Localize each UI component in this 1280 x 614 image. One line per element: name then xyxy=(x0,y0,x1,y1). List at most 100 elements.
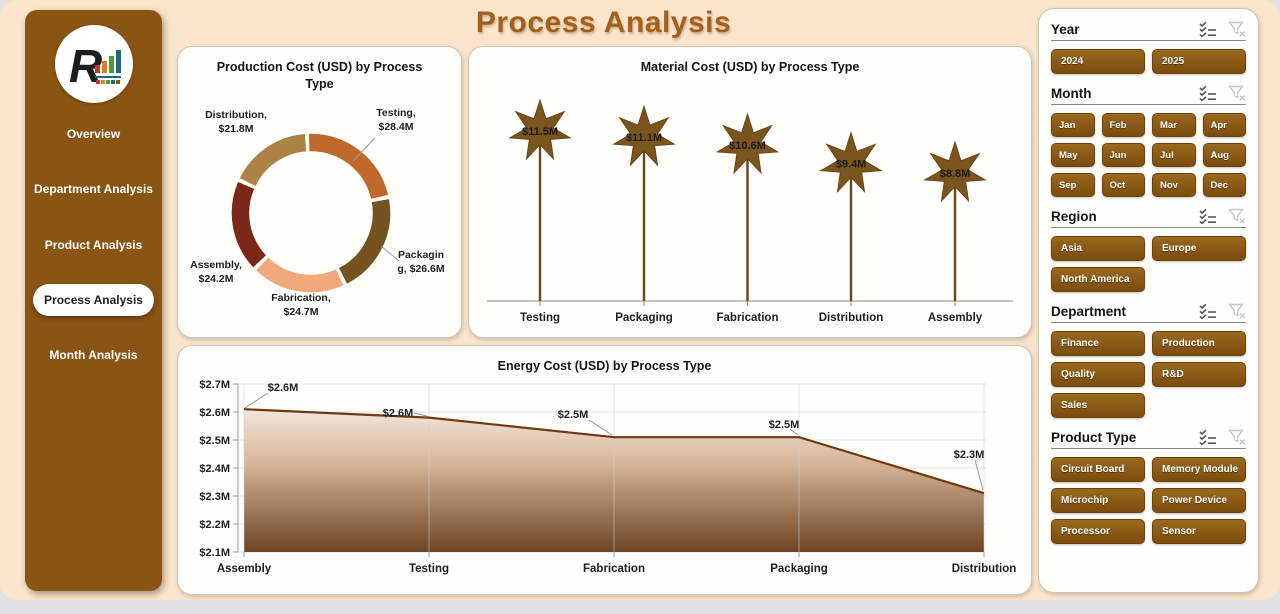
filter-option-asia[interactable]: Asia xyxy=(1051,236,1145,261)
donut-label-line1: Packagin xyxy=(397,249,445,261)
filter-option-apr[interactable]: Apr xyxy=(1202,113,1246,137)
x-axis-label-assembly: Assembly xyxy=(928,312,983,324)
sidebar-item-department-analysis[interactable]: Department Analysis xyxy=(34,182,153,196)
filter-option-sales[interactable]: Sales xyxy=(1051,393,1145,418)
filter-option-mar[interactable]: Mar xyxy=(1152,113,1196,137)
clear-filter-icon[interactable] xyxy=(1228,429,1246,445)
clear-filter-icon[interactable] xyxy=(1228,303,1246,319)
filter-option-jun[interactable]: Jun xyxy=(1101,143,1145,167)
filter-section-month: Month Jan Feb Mar Apr May Jun Jul Aug Sep Oct Nov De… xyxy=(1051,85,1246,197)
donut-segment-packaging[interactable] xyxy=(338,199,391,284)
filter-title-year: Year xyxy=(1051,21,1080,37)
select-all-icon[interactable] xyxy=(1199,21,1217,37)
filter-option-jul[interactable]: Jul xyxy=(1152,143,1196,167)
clear-filter-icon[interactable] xyxy=(1228,85,1246,101)
filter-option-sep[interactable]: Sep xyxy=(1051,173,1095,197)
filter-option-processor[interactable]: Processor xyxy=(1051,519,1145,544)
logo-bars-icon xyxy=(94,50,121,73)
filter-option-r-d[interactable]: R&D xyxy=(1152,362,1246,387)
filter-option-nov[interactable]: Nov xyxy=(1152,173,1196,197)
star-marker-packaging[interactable] xyxy=(612,104,676,167)
select-all-icon[interactable] xyxy=(1199,303,1217,319)
filter-option-feb[interactable]: Feb xyxy=(1101,113,1145,137)
data-label-distribution: $2.3M xyxy=(954,449,985,461)
donut-label-packaging: Packagin g, $26.6M xyxy=(397,249,444,276)
filter-option-jan[interactable]: Jan xyxy=(1051,113,1095,137)
data-label-packaging: $2.5M xyxy=(769,419,800,431)
filter-panel: Year 2024 2025 Month Jan Feb Mar Apr May Jun Jul Au… xyxy=(1038,8,1259,593)
select-all-icon[interactable] xyxy=(1199,208,1217,224)
star-marker-distribution[interactable] xyxy=(819,131,883,194)
filter-title-month: Month xyxy=(1051,85,1092,101)
donut-label-distribution: Distribution, $21.8M xyxy=(205,109,267,136)
x-axis-label-distribution: Distribution xyxy=(952,563,1017,575)
star-marker-assembly[interactable] xyxy=(923,140,987,203)
filter-option-2024[interactable]: 2024 xyxy=(1051,49,1145,74)
y-axis-tick-label: $2.2M xyxy=(199,519,230,531)
star-marker-fabrication[interactable] xyxy=(715,112,780,175)
filter-option-aug[interactable]: Aug xyxy=(1202,143,1246,167)
sidebar-item-month-analysis[interactable]: Month Analysis xyxy=(49,348,138,362)
donut-label-line2: $28.4M xyxy=(378,120,414,133)
filter-option-microchip[interactable]: Microchip xyxy=(1051,488,1145,513)
donut-segment-fabrication[interactable] xyxy=(256,257,344,293)
production-cost-title-line2: Type xyxy=(305,77,334,91)
filter-option-circuit-board[interactable]: Circuit Board xyxy=(1051,457,1145,482)
clear-filter-icon[interactable] xyxy=(1228,208,1246,224)
filter-option-europe[interactable]: Europe xyxy=(1152,236,1246,261)
donut-label-line2: $24.2M xyxy=(198,272,234,285)
y-axis-tick-label: $2.1M xyxy=(199,547,230,559)
x-axis-label-packaging: Packaging xyxy=(615,312,673,324)
filter-option-production[interactable]: Production xyxy=(1152,331,1246,356)
energy-cost-title: Energy Cost (USD) by Process Type xyxy=(497,359,712,373)
x-axis-label-testing: Testing xyxy=(520,312,560,324)
star-value-label: $10.6M xyxy=(729,140,766,152)
star-marker-testing[interactable] xyxy=(508,98,572,161)
filter-option-dec[interactable]: Dec xyxy=(1202,173,1246,197)
donut-label-line1: Fabrication, xyxy=(271,292,331,304)
donut-label-line2: $21.8M xyxy=(218,122,254,135)
donut-label-line2: g, $26.6M xyxy=(397,262,445,275)
y-axis-tick-label: $2.7M xyxy=(199,379,230,391)
energy-cost-card: Energy Cost (USD) by Process Type $2.1M $… xyxy=(177,345,1032,595)
filter-option-2025[interactable]: 2025 xyxy=(1152,49,1246,74)
x-axis-label-fabrication: Fabrication xyxy=(717,312,779,324)
donut-label-line1: Distribution, xyxy=(205,109,267,121)
star-value-label: $8.8M xyxy=(940,168,971,180)
bottom-strip xyxy=(0,600,1280,614)
filter-option-quality[interactable]: Quality xyxy=(1051,362,1145,387)
select-all-icon[interactable] xyxy=(1199,85,1217,101)
donut-segment-distribution[interactable] xyxy=(239,133,307,187)
filter-option-finance[interactable]: Finance xyxy=(1051,331,1145,356)
filter-option-power-device[interactable]: Power Device xyxy=(1152,488,1246,513)
donut-segment-assembly[interactable] xyxy=(231,181,267,268)
filter-option-memory-module[interactable]: Memory Module xyxy=(1152,457,1246,482)
star-value-label: $11.5M xyxy=(522,126,558,138)
filter-option-may[interactable]: May xyxy=(1051,143,1095,167)
donut-segment-testing[interactable] xyxy=(308,133,389,200)
filter-option-oct[interactable]: Oct xyxy=(1101,173,1145,197)
sidebar-item-overview[interactable]: Overview xyxy=(66,127,121,141)
production-cost-card: Production Cost (USD) by Process Type Te… xyxy=(177,46,462,338)
material-cost-card: Material Cost (USD) by Process Type $11.… xyxy=(468,46,1032,338)
clear-filter-icon[interactable] xyxy=(1228,21,1246,37)
select-all-icon[interactable] xyxy=(1199,429,1217,445)
donut-label-line1: Assembly, xyxy=(190,259,242,271)
x-axis-label-testing: Testing xyxy=(409,563,449,575)
y-axis-tick-label: $2.4M xyxy=(199,463,230,475)
x-axis-label-packaging: Packaging xyxy=(770,563,828,575)
y-axis-tick-label: $2.5M xyxy=(199,435,230,447)
sidebar-item-product-analysis[interactable]: Product Analysis xyxy=(44,238,143,252)
page-title: Process Analysis xyxy=(475,6,732,39)
filter-title-department: Department xyxy=(1051,303,1127,319)
filter-section-region: Region Asia Europe North America xyxy=(1051,208,1246,292)
lollipop-star-chart: $11.5M Testing $11.1M Packaging $10.6M Fabric… xyxy=(487,98,1013,324)
company-logo: R xyxy=(54,25,133,103)
sidebar-item-process-analysis[interactable]: Process Analysis xyxy=(33,284,154,316)
star-value-label: $11.1M xyxy=(626,132,662,144)
filter-option-north-america[interactable]: North America xyxy=(1051,267,1145,292)
donut-label-line1: Testing, xyxy=(376,107,416,119)
filter-section-year: Year 2024 2025 xyxy=(1051,21,1246,74)
filter-option-sensor[interactable]: Sensor xyxy=(1152,519,1246,544)
